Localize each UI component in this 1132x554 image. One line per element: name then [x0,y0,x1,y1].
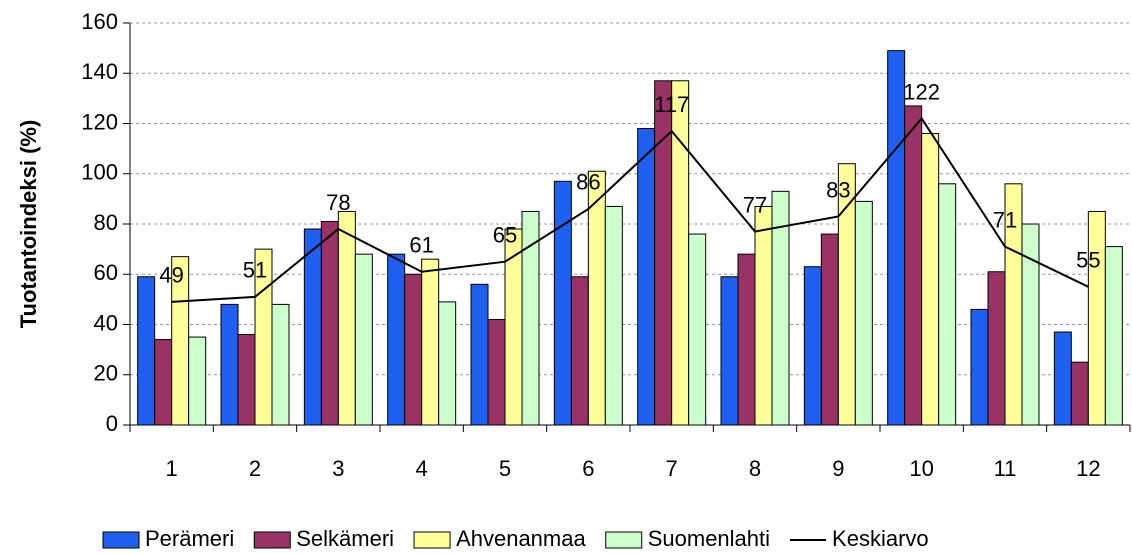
bar [1021,223,1040,426]
bar [570,276,589,426]
bar [970,308,989,426]
x-tick-label: 5 [499,456,511,481]
x-tick-label: 3 [332,456,344,481]
y-tick-label: 0 [106,411,118,436]
legend-swatch [413,531,451,549]
data-label: 55 [1076,248,1100,273]
legend-label: Suomenlahti [648,526,770,551]
legend-label: Keskiarvo [832,526,929,551]
y-tick-label: 120 [81,109,118,134]
bar [587,170,606,426]
x-tick-label: 8 [749,456,761,481]
y-tick-label: 100 [81,160,118,185]
bar [271,303,290,426]
bar [887,50,906,426]
legend-swatch [605,531,643,549]
bar [921,133,940,426]
bar [487,318,506,426]
x-tick-label: 7 [666,456,678,481]
bar [938,183,957,426]
bar [320,220,339,426]
bar [354,253,373,426]
bar [720,276,739,426]
x-tick-label: 10 [909,456,933,481]
legend-label: Selkämeri [296,526,394,551]
bar [237,334,256,426]
bar [404,273,423,426]
data-label: 122 [903,79,940,104]
bar [470,283,489,426]
data-label: 61 [409,233,433,258]
data-label: 65 [493,223,517,248]
legend-swatch [253,531,291,549]
y-tick-label: 40 [94,310,118,335]
bar [154,339,173,426]
bar [188,336,207,426]
legend-swatch [102,531,140,549]
x-tick-label: 4 [416,456,428,481]
bar [1053,331,1072,426]
bar [688,233,707,426]
x-tick-label: 2 [249,456,261,481]
bar [1104,246,1123,426]
y-tick-label: 60 [94,260,118,285]
bar [754,205,773,426]
bar [438,301,457,426]
bar [637,128,656,426]
bar [837,163,856,426]
y-tick-label: 160 [81,9,118,34]
bar [521,210,540,426]
y-axis-label: Tuotantoindeksi (%) [16,120,41,329]
x-tick-label: 1 [166,456,178,481]
y-tick-label: 140 [81,59,118,84]
bar [803,266,822,426]
data-label: 49 [159,263,183,288]
data-label: 51 [243,258,267,283]
bar [987,271,1006,426]
y-tick-label: 20 [94,361,118,386]
bar [904,105,923,426]
data-label: 78 [326,190,350,215]
y-tick-label: 80 [94,210,118,235]
data-label: 86 [576,170,600,195]
x-tick-label: 6 [582,456,594,481]
data-label: 71 [993,207,1017,232]
bar [553,180,572,426]
bar [303,228,322,426]
legend-label: Ahvenanmaa [456,526,586,551]
bar [387,253,406,426]
legend-label: Perämeri [145,526,234,551]
x-tick-label: 12 [1076,456,1100,481]
bar [1070,361,1089,426]
bar [737,253,756,426]
bar [220,303,239,426]
x-tick-label: 9 [832,456,844,481]
bar [820,233,839,426]
bar [854,200,873,426]
bar [1087,210,1106,426]
bar [137,276,156,426]
data-label: 83 [826,177,850,202]
line [171,116,1089,303]
bar [604,205,623,426]
x-tick-label: 11 [994,456,1017,481]
data-label: 117 [654,92,689,117]
bar [671,80,690,426]
bar [504,228,523,426]
bar [421,258,440,426]
data-label: 77 [743,192,767,217]
bar [337,210,356,426]
